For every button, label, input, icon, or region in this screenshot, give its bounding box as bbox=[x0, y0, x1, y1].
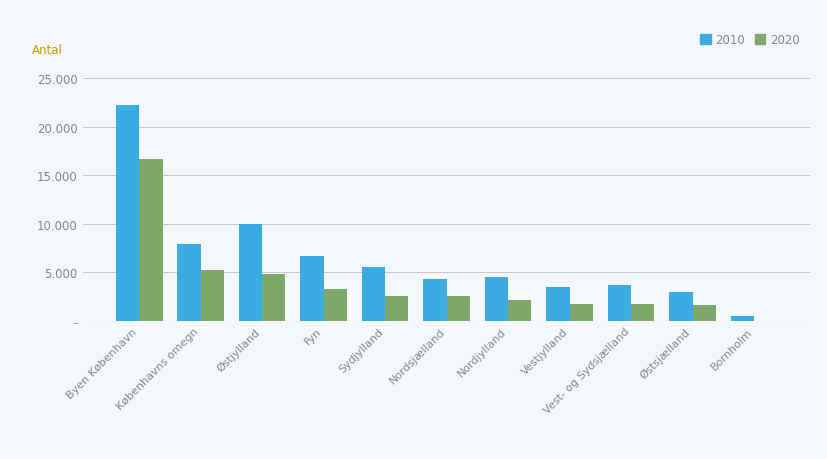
Bar bbox=[323, 289, 347, 321]
Bar bbox=[116, 106, 139, 321]
Legend: 2010, 2020: 2010, 2020 bbox=[696, 29, 805, 51]
Bar bbox=[423, 280, 447, 321]
Bar bbox=[692, 306, 716, 321]
Bar bbox=[239, 224, 262, 321]
Bar bbox=[546, 287, 570, 321]
Bar bbox=[570, 304, 593, 321]
Bar bbox=[385, 296, 409, 321]
Bar bbox=[608, 285, 631, 321]
Bar bbox=[361, 267, 385, 321]
Text: Antal: Antal bbox=[31, 44, 63, 57]
Bar bbox=[447, 297, 470, 321]
Bar bbox=[177, 245, 201, 321]
Bar bbox=[139, 159, 163, 321]
Bar bbox=[201, 270, 224, 321]
Bar bbox=[631, 305, 654, 321]
Bar bbox=[508, 300, 532, 321]
Bar bbox=[300, 257, 323, 321]
Bar bbox=[485, 278, 508, 321]
Bar bbox=[262, 275, 285, 321]
Bar bbox=[669, 292, 692, 321]
Bar bbox=[730, 316, 754, 321]
